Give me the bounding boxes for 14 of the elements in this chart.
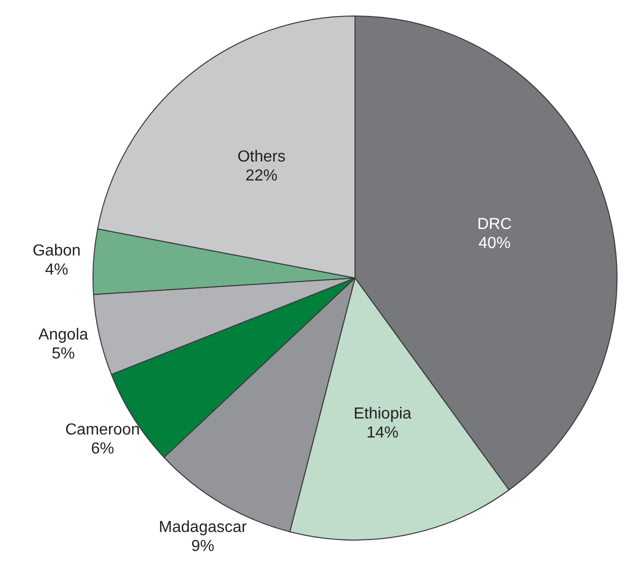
data-label: 22% <box>245 167 278 184</box>
data-label: 4% <box>45 262 68 279</box>
data-label: 6% <box>91 440 114 458</box>
data-label: 5% <box>52 346 75 363</box>
slice-label: Gabon <box>32 242 81 260</box>
slice-label: Ethiopia <box>354 406 412 423</box>
slice-label: Madagascar <box>158 518 248 536</box>
slice-label: Cameroon <box>65 422 140 439</box>
slice-label: Others <box>237 148 286 166</box>
data-label: 40% <box>478 235 511 252</box>
slice-label: DRC <box>477 216 512 234</box>
data-label: 9% <box>191 538 214 555</box>
data-label: 14% <box>366 424 399 442</box>
slice-label: Angola <box>38 326 88 344</box>
